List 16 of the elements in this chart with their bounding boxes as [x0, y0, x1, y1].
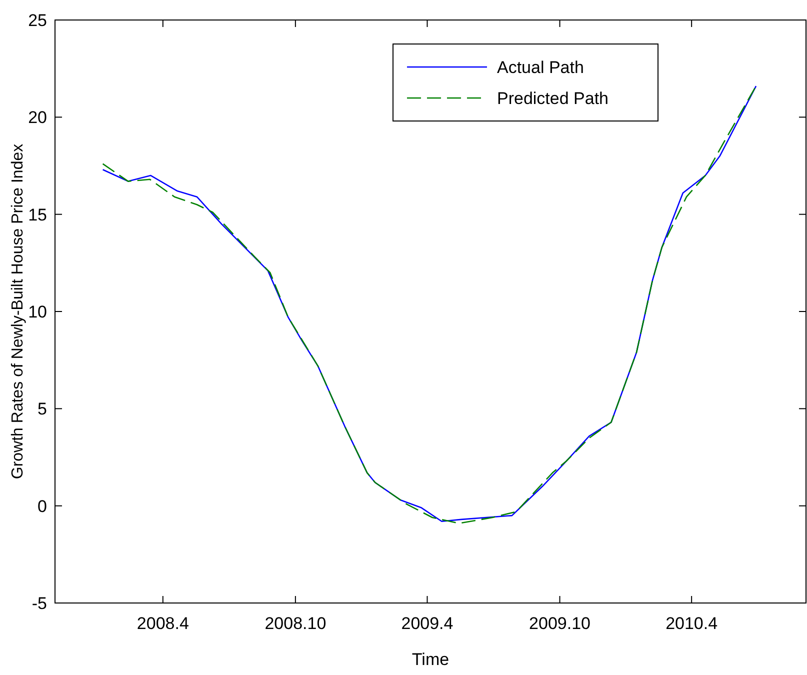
x-tick-label: 2009.4 [401, 614, 454, 633]
y-axis-title: Growth Rates of Newly-Built House Price Index [10, 144, 27, 480]
y-tick-label: 25 [28, 10, 47, 30]
y-tick-label: 5 [38, 400, 47, 419]
y-tick-label: 15 [28, 205, 47, 224]
x-tick-label: 2009.10 [529, 614, 590, 633]
legend-label: Predicted Path [497, 88, 609, 108]
y-tick-label: 10 [28, 302, 47, 322]
x-axis-title: Time [412, 650, 450, 669]
y-tick-label: -5 [32, 594, 47, 613]
y-tick-label: 20 [28, 108, 47, 128]
x-tick-label: 2008.4 [136, 614, 189, 633]
x-tick-label: 2010.4 [666, 614, 718, 633]
legend-label: Actual Path [497, 58, 584, 77]
x-tick-label: 2008.10 [264, 614, 326, 633]
y-tick-label: 0 [38, 496, 47, 516]
